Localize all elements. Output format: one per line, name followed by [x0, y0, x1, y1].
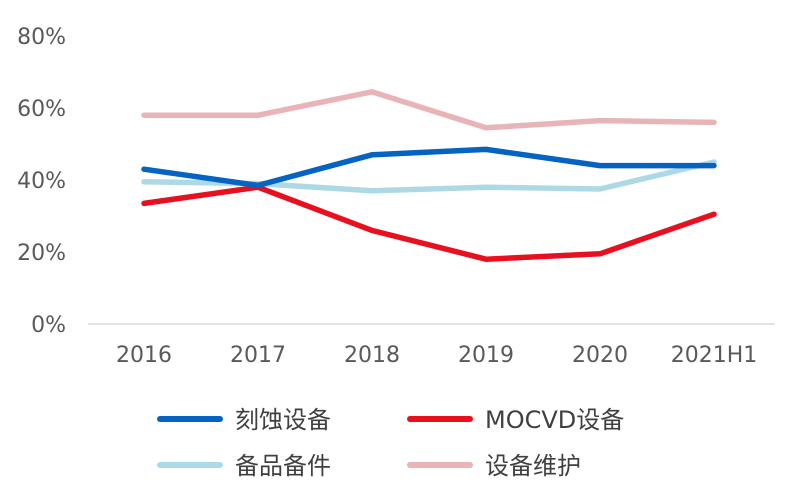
x-tick-label: 2016: [116, 343, 172, 368]
series-lines: [141, 89, 717, 262]
y-tick-label: 0%: [31, 313, 66, 338]
y-tick-label: 20%: [17, 241, 66, 266]
legend-label: 设备维护: [485, 452, 581, 480]
y-tick-label: 60%: [17, 97, 66, 122]
series-line-3: [141, 89, 717, 131]
x-tick-label: 2021H1: [671, 343, 758, 368]
series-line-0: [141, 146, 717, 189]
x-tick-label: 2017: [230, 343, 286, 368]
x-axis-ticks: 2016 2017 2018 2019 2020 2021H1: [116, 343, 757, 368]
y-axis-ticks: 0% 20% 40% 60% 80%: [17, 25, 66, 338]
legend-label: 备品备件: [235, 452, 331, 480]
legend-label: MOCVD设备: [485, 406, 624, 434]
series-line-1: [141, 184, 717, 262]
y-tick-label: 40%: [17, 169, 66, 194]
legend-label: 刻蚀设备: [235, 406, 331, 434]
x-tick-label: 2019: [458, 343, 514, 368]
y-tick-label: 80%: [17, 25, 66, 50]
x-tick-label: 2020: [572, 343, 628, 368]
x-tick-label: 2018: [344, 343, 400, 368]
